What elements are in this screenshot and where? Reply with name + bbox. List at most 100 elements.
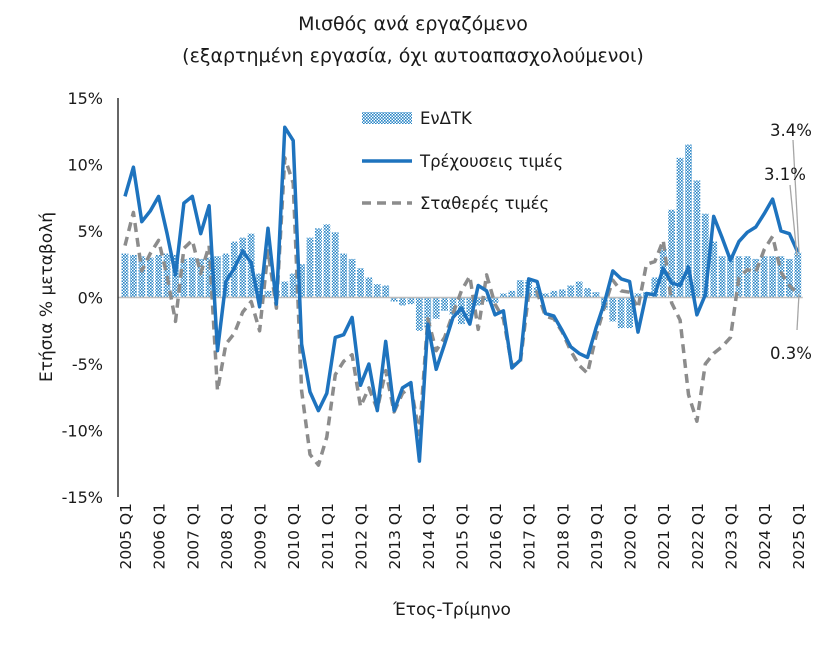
bar-endtk	[609, 297, 617, 322]
bar-endtk	[567, 285, 575, 298]
bar-endtk	[281, 281, 289, 298]
bar-endtk	[432, 297, 440, 319]
legend: ΕνΔΤΚ Τρέχουσεις τιμές Σταθερές τιμές	[362, 109, 563, 213]
bar-endtk	[365, 277, 373, 298]
bar-endtk	[727, 254, 734, 298]
x-tick-label: 2005 Q1	[117, 503, 135, 569]
annot-label-03: 0.3%	[770, 344, 812, 363]
bar-endtk	[508, 290, 516, 298]
bar-endtk	[668, 209, 676, 298]
x-tick-label: 2015 Q1	[453, 503, 471, 569]
bar-endtk	[222, 253, 230, 298]
bar-endtk	[710, 241, 718, 298]
bar-endtk	[466, 297, 474, 317]
bar-endtk	[743, 256, 751, 298]
bar-endtk	[449, 297, 457, 315]
y-tick-label: -10%	[62, 422, 103, 441]
bar-endtk	[205, 257, 213, 298]
bar-endtk	[676, 157, 684, 298]
bar-endtk	[340, 253, 348, 298]
y-tick-label: 0%	[78, 289, 103, 308]
bar-endtk	[146, 257, 154, 298]
bar-endtk	[500, 293, 507, 298]
bar-endtk	[685, 144, 692, 298]
bar-endtk	[626, 297, 633, 329]
bar-endtk	[399, 297, 406, 306]
x-tick-label: 2023 Q1	[723, 503, 741, 569]
bar-endtk	[180, 258, 188, 298]
legend-label-current: Τρέχουσεις τιμές	[419, 152, 563, 171]
legend-swatch-endtk	[362, 112, 412, 124]
x-tick-label: 2017 Q1	[521, 503, 539, 569]
x-tick-label: 2022 Q1	[689, 503, 707, 569]
bar-endtk	[760, 256, 768, 298]
bar-endtk	[407, 297, 415, 305]
annot-leader-31	[789, 184, 798, 257]
x-tick-label: 2011 Q1	[319, 503, 337, 569]
bar-endtk	[424, 297, 432, 329]
annot-leader-03	[796, 293, 800, 331]
x-tick-label: 2018 Q1	[554, 503, 572, 569]
x-tick-label: 2012 Q1	[353, 503, 371, 569]
bar-endtk	[121, 253, 129, 298]
bar-endtk	[718, 256, 726, 298]
x-tick-label: 2021 Q1	[655, 503, 673, 569]
bar-endtk	[256, 273, 263, 298]
y-tick-label: 15%	[67, 89, 103, 108]
bar-endtk	[651, 277, 659, 298]
bar-endtk	[373, 284, 381, 298]
bar-endtk	[306, 237, 314, 298]
x-tick-label: 2016 Q1	[487, 503, 505, 569]
annot-label-34: 3.4%	[770, 121, 812, 140]
bar-endtk	[163, 253, 171, 298]
bar-endtk	[701, 213, 709, 298]
y-tick-label: 10%	[67, 156, 103, 175]
chart-subtitle: (εξαρτημένη εργασία, όχι αυτοαπασχολούμε…	[182, 45, 644, 67]
bar-endtk	[575, 281, 583, 298]
bar-endtk	[315, 228, 322, 298]
bar-endtk	[239, 237, 247, 298]
bar-endtk	[138, 256, 146, 298]
bar-endtk	[188, 257, 196, 298]
x-tick-label: 2008 Q1	[218, 503, 236, 569]
x-tick-label: 2013 Q1	[386, 503, 404, 569]
x-axis-ticks: 2005 Q1 2006 Q1 2007 Q1 2008 Q1 2009 Q1 2010 …	[117, 503, 808, 569]
x-tick-label: 2019 Q1	[588, 503, 606, 569]
y-tick-label: -5%	[72, 355, 103, 374]
bar-endtk	[735, 256, 743, 298]
bar-endtk	[357, 268, 364, 298]
bar-endtk	[794, 252, 802, 298]
bar-endtk	[617, 297, 625, 329]
bar-endtk	[483, 297, 491, 302]
y-tick-label: 5%	[78, 222, 103, 241]
y-axis-title: Ετήσια % μεταβολή	[37, 212, 57, 382]
line-series-group	[123, 125, 800, 467]
y-tick-label: -15%	[62, 488, 103, 507]
legend-label-constant: Σταθερές τιμές	[420, 194, 549, 213]
bar-endtk	[289, 273, 297, 298]
bar-endtk	[155, 254, 163, 298]
x-tick-label: 2014 Q1	[420, 503, 438, 569]
line-current-prices	[123, 125, 800, 463]
bar-endtk	[348, 258, 356, 298]
bar-endtk	[415, 297, 423, 331]
chart-title: Μισθός ανά εργαζόμενο	[298, 13, 528, 35]
bar-endtk	[634, 293, 642, 298]
line-constant-prices	[123, 156, 800, 467]
bar-endtk	[323, 224, 331, 298]
x-tick-label: 2010 Q1	[285, 503, 303, 569]
bar-endtk	[785, 258, 793, 298]
y-axis-ticks: 15% 10% 5% 0% -5% -10% -15%	[62, 89, 103, 507]
bar-endtk	[584, 288, 591, 298]
x-axis-title: Έτος-Τρίμηνο	[392, 600, 511, 620]
bar-endtk	[491, 297, 499, 303]
annot-label-31: 3.1%	[764, 165, 806, 184]
bar-endtk	[130, 254, 137, 298]
x-tick-label: 2025 Q1	[790, 503, 808, 569]
bar-endtk	[390, 297, 398, 302]
x-tick-label: 2024 Q1	[756, 503, 774, 569]
bar-endtk	[382, 285, 390, 298]
bar-endtk	[298, 264, 306, 298]
bar-endtk	[441, 297, 448, 311]
